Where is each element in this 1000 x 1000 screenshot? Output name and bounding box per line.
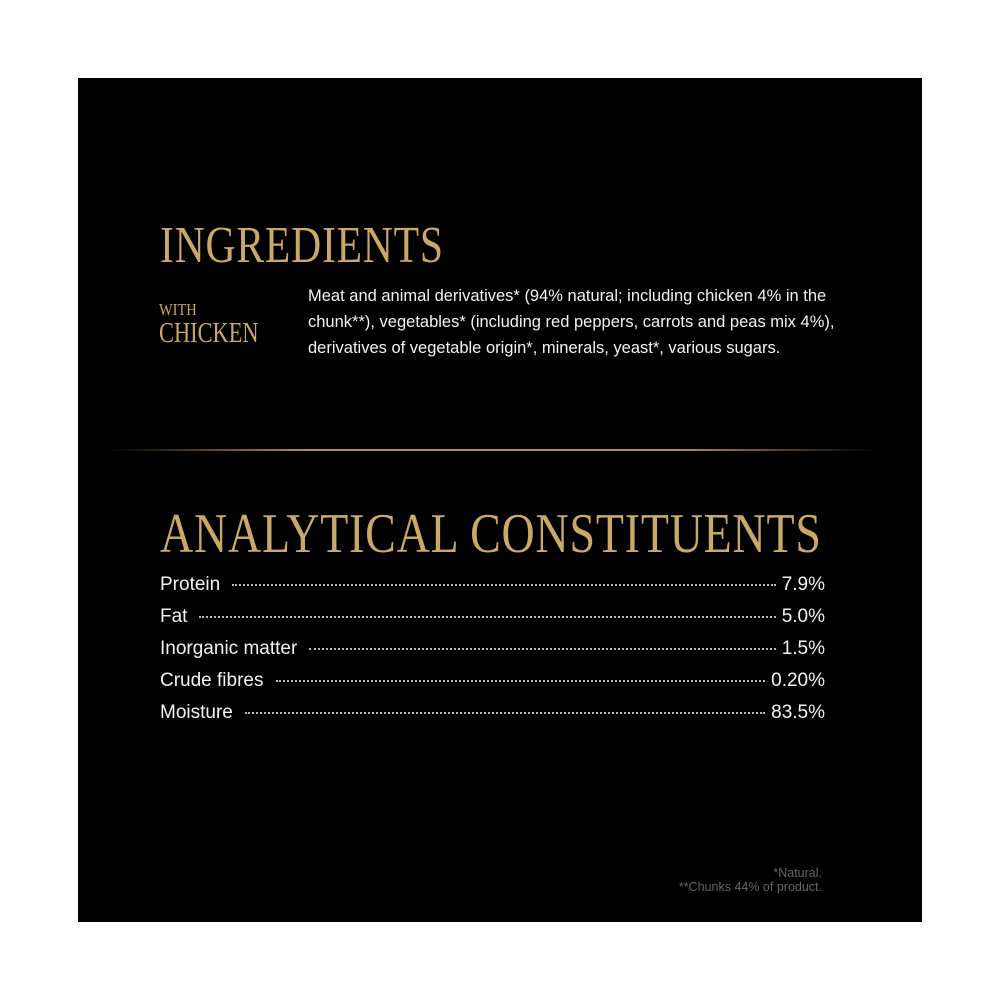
constituent-value: 0.20% [771,670,825,691]
dot-leader [199,616,776,618]
constituent-label: Moisture [160,702,233,723]
ingredients-title: INGREDIENTS [160,217,444,274]
constituent-row: Crude fibres 0.20% [160,670,825,702]
constituents-list: Protein 7.9% Fat 5.0% Inorganic matter 1.5%… [160,574,825,734]
constituent-row: Moisture 83.5% [160,702,825,734]
ingredients-text: Meat and animal derivatives* (94% natura… [308,287,835,357]
constituent-row: Protein 7.9% [160,574,825,606]
constituent-label: Crude fibres [160,670,264,691]
dot-leader [275,680,766,682]
constituent-row: Fat 5.0% [160,606,825,638]
constituent-row: Inorganic matter 1.5% [160,638,825,670]
product-info-panel: INGREDIENTS WITH CHICKEN Meat and animal… [78,78,922,922]
constituent-label: Inorganic matter [160,638,298,659]
constituent-value: 1.5% [781,638,825,659]
flavour-label: CHICKEN [159,318,259,349]
dot-leader [309,648,776,650]
constituent-value: 5.0% [781,606,825,627]
footnotes: *Natural. **Chunks 44% of product. [679,866,822,894]
constituent-value: 7.9% [781,574,825,595]
analytical-title: ANALYTICAL CONSTITUENTS [160,503,822,565]
section-divider [108,449,878,451]
constituent-value: 83.5% [771,702,825,723]
dot-leader [244,712,766,714]
constituent-label: Fat [160,606,188,627]
footnote: *Natural. [773,866,822,880]
footnote: **Chunks 44% of product. [678,880,822,894]
constituent-label: Protein [160,574,221,595]
with-label: WITH [159,300,197,319]
dot-leader [232,584,776,586]
